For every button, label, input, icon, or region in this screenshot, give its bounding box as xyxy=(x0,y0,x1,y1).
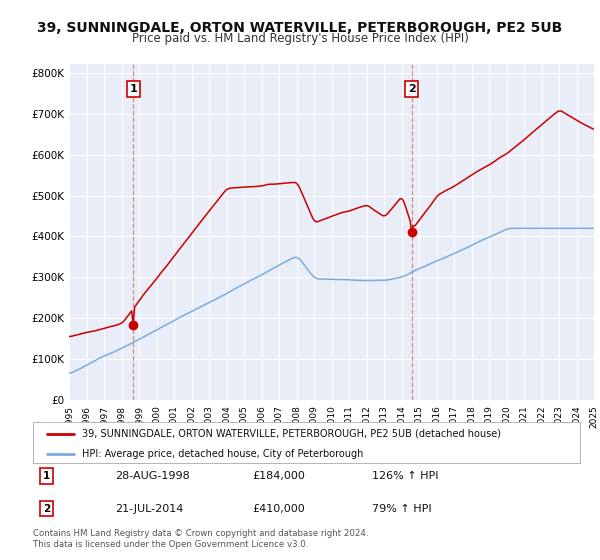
Text: 79% ↑ HPI: 79% ↑ HPI xyxy=(372,503,432,514)
Text: £410,000: £410,000 xyxy=(252,503,305,514)
Text: 2: 2 xyxy=(408,84,416,94)
Text: 1: 1 xyxy=(43,471,50,481)
Text: 21-JUL-2014: 21-JUL-2014 xyxy=(115,503,184,514)
Text: 28-AUG-1998: 28-AUG-1998 xyxy=(115,471,190,481)
Text: 1: 1 xyxy=(129,84,137,94)
Text: 2: 2 xyxy=(43,503,50,514)
Text: Contains HM Land Registry data © Crown copyright and database right 2024.
This d: Contains HM Land Registry data © Crown c… xyxy=(33,529,368,549)
Text: Price paid vs. HM Land Registry's House Price Index (HPI): Price paid vs. HM Land Registry's House … xyxy=(131,32,469,45)
Text: HPI: Average price, detached house, City of Peterborough: HPI: Average price, detached house, City… xyxy=(82,449,364,459)
Text: £184,000: £184,000 xyxy=(252,471,305,481)
Text: 39, SUNNINGDALE, ORTON WATERVILLE, PETERBOROUGH, PE2 5UB (detached house): 39, SUNNINGDALE, ORTON WATERVILLE, PETER… xyxy=(82,429,501,438)
Text: 39, SUNNINGDALE, ORTON WATERVILLE, PETERBOROUGH, PE2 5UB: 39, SUNNINGDALE, ORTON WATERVILLE, PETER… xyxy=(37,21,563,35)
Text: 126% ↑ HPI: 126% ↑ HPI xyxy=(372,471,439,481)
